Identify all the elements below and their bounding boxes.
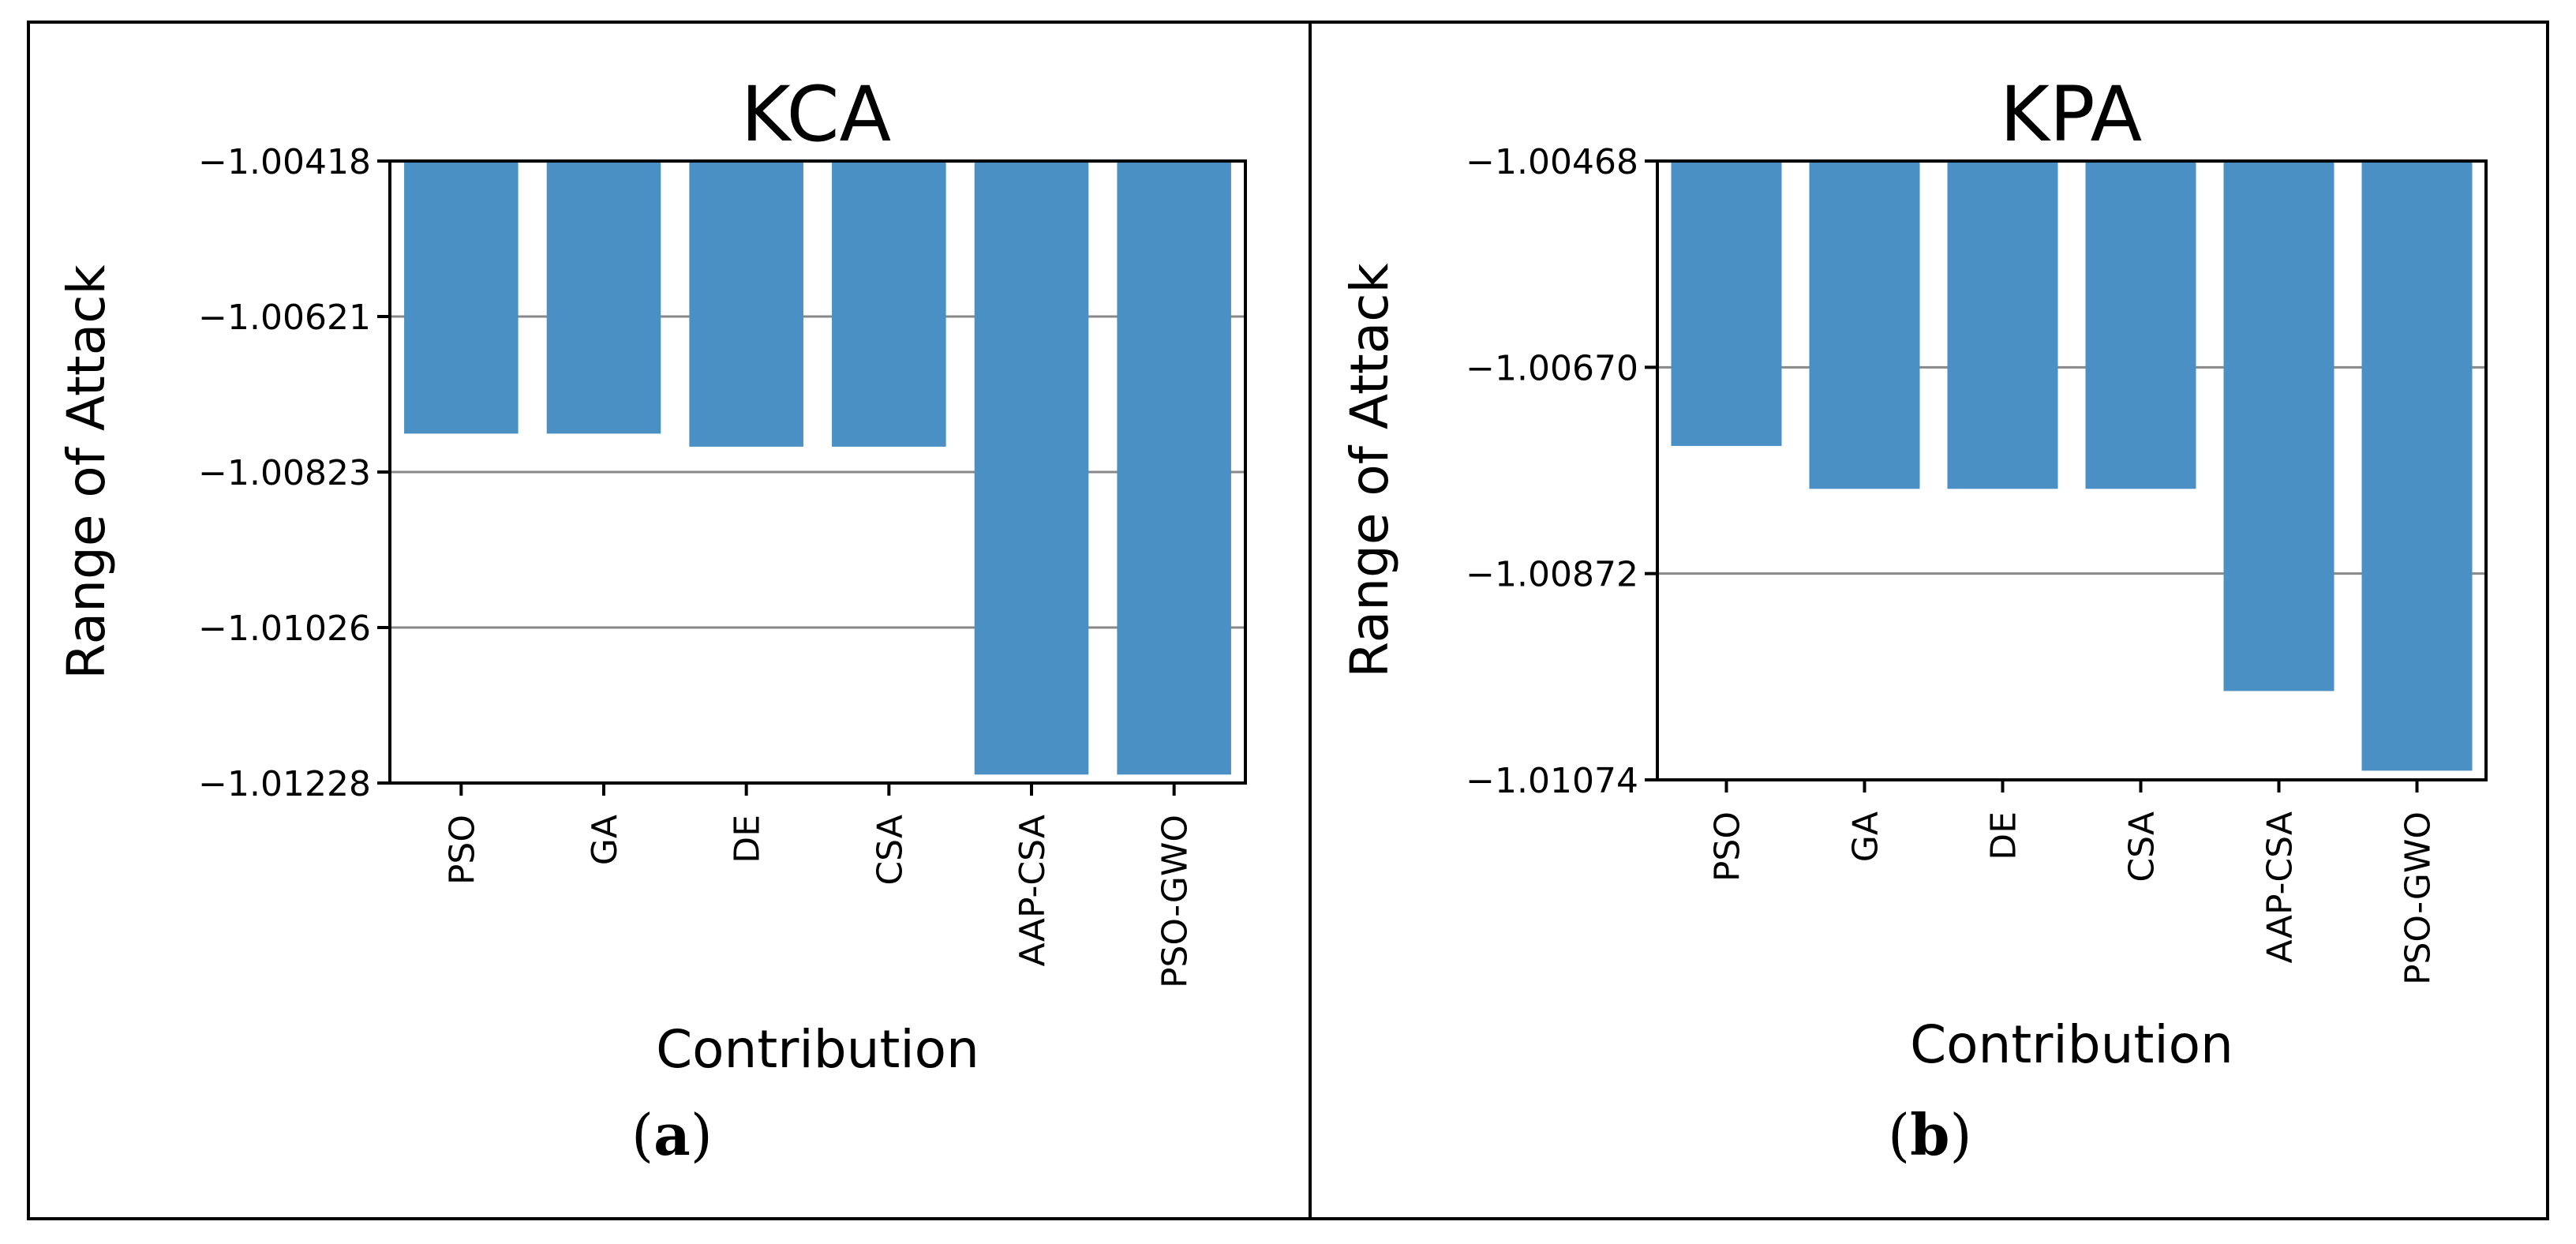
x-axis-label-a: Contribution — [656, 1019, 979, 1080]
xtick-label-b-pso-gwo: PSO-GWO — [2398, 811, 2439, 985]
xtick-label-a-de: DE — [728, 815, 768, 864]
bar-b-pso — [1671, 161, 1782, 446]
bar-a-csa — [832, 161, 946, 447]
bar-b-pso-gwo — [2361, 161, 2473, 771]
xtick-label-a-csa: CSA — [870, 815, 910, 886]
xtick-label-a-ga: GA — [585, 815, 625, 865]
ytick-label-a-2: −1.00823 — [198, 453, 371, 493]
xtick-label-b-pso: PSO — [1708, 811, 1748, 882]
panel-label-b: (b) — [1888, 1101, 1972, 1168]
bar-a-pso-gwo — [1117, 161, 1231, 775]
chart-title-a: KCA — [741, 70, 891, 159]
xtick-label-a-pso-gwo: PSO-GWO — [1155, 815, 1196, 988]
bar-b-aap-csa — [2223, 161, 2334, 691]
bar-b-csa — [2085, 161, 2196, 489]
bar-b-de — [1947, 161, 2058, 489]
ytick-label-a-3: −1.01026 — [198, 609, 371, 649]
xtick-label-b-de: DE — [1984, 811, 2024, 860]
bar-a-ga — [546, 161, 661, 434]
plot-frame-b — [1656, 159, 2488, 781]
ytick-label-b-0: −1.00468 — [1466, 142, 1638, 182]
ytick-label-b-2: −1.00872 — [1466, 555, 1638, 595]
bar-a-pso — [404, 161, 519, 434]
xtick-label-b-aap-csa: AAP-CSA — [2260, 811, 2301, 963]
ytick-label-a-1: −1.00621 — [198, 298, 371, 338]
ytick-label-a-4: −1.01228 — [198, 764, 371, 804]
bar-a-de — [689, 161, 803, 447]
bar-b-ga — [1809, 161, 1920, 489]
xtick-label-b-csa: CSA — [2122, 811, 2162, 882]
chart-title-b: KPA — [2000, 70, 2142, 159]
panel-label-a: (a) — [631, 1101, 713, 1168]
ytick-label-a-0: −1.00418 — [198, 142, 371, 182]
y-axis-label-b: Range of Attack — [1339, 263, 1400, 678]
ytick-label-b-1: −1.00670 — [1466, 348, 1638, 388]
xtick-label-a-pso: PSO — [442, 815, 482, 885]
xtick-label-b-ga: GA — [1846, 811, 1886, 862]
xtick-label-a-aap-csa: AAP-CSA — [1013, 815, 1053, 966]
y-axis-label-a: Range of Attack — [56, 264, 117, 680]
figure-frame — [27, 21, 2549, 1220]
panel-divider — [1309, 21, 1312, 1220]
x-axis-label-b: Contribution — [1910, 1014, 2233, 1075]
bar-a-aap-csa — [974, 161, 1089, 775]
ytick-label-b-3: −1.01074 — [1466, 761, 1638, 801]
